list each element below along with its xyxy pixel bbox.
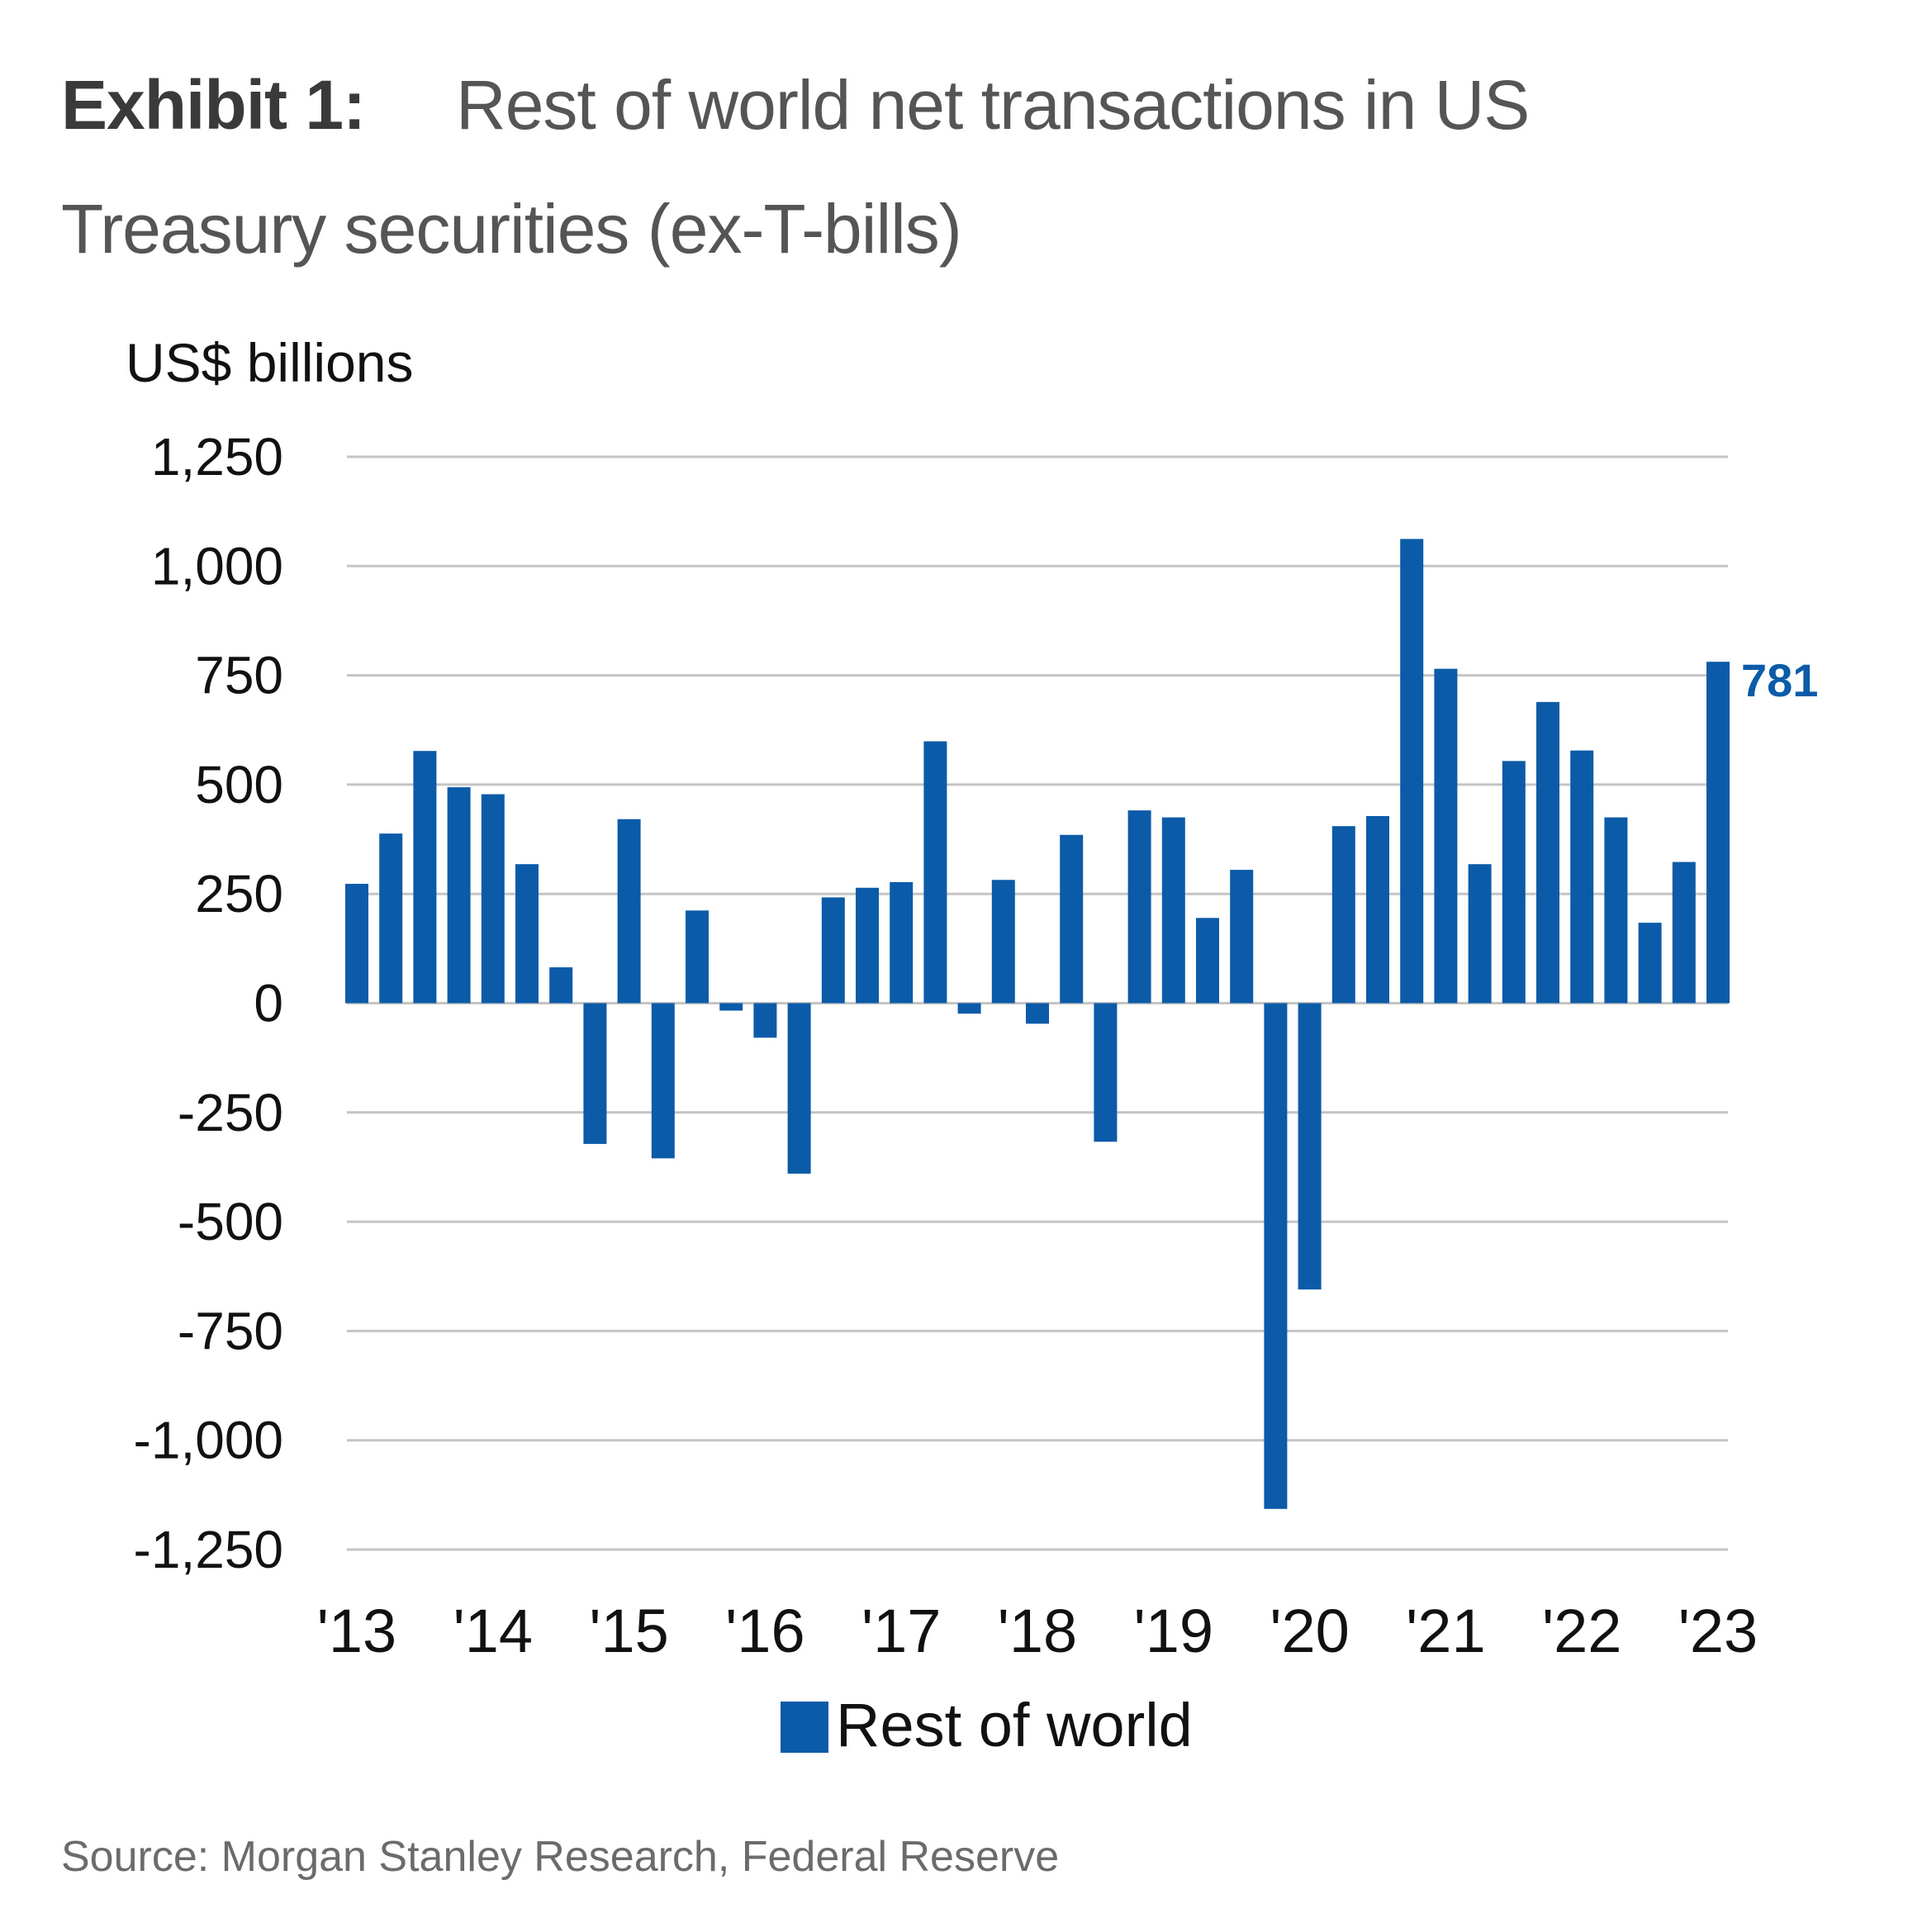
x-tick-label: '13 <box>317 1597 396 1665</box>
bar <box>787 1003 811 1174</box>
bar <box>719 1003 743 1011</box>
bar <box>1196 918 1219 1004</box>
bar <box>1331 826 1355 1004</box>
bar <box>617 819 641 1004</box>
bar <box>1638 923 1662 1004</box>
bar <box>890 881 914 1004</box>
x-tick-label: '14 <box>453 1597 533 1665</box>
bar <box>991 880 1015 1004</box>
bar <box>1706 662 1730 1004</box>
exhibit-label: Exhibit 1: <box>61 66 366 144</box>
bar <box>1127 810 1151 1004</box>
bar <box>1366 816 1389 1004</box>
bar <box>1502 761 1526 1004</box>
chart-title: Exhibit 1: Rest of world net transactions… <box>61 43 1837 291</box>
bar <box>651 1003 675 1159</box>
bar <box>1230 870 1254 1004</box>
source-note: Source: Morgan Stanley Research, Federal… <box>61 1833 1060 1881</box>
bar <box>1161 817 1185 1004</box>
bar <box>1060 834 1084 1004</box>
y-tick-label: 500 <box>195 755 283 814</box>
bars <box>345 539 1730 1509</box>
x-tick-label: '19 <box>1134 1597 1213 1665</box>
y-tick-label: 750 <box>195 646 283 705</box>
bar <box>583 1003 607 1144</box>
y-tick-label: -1,250 <box>134 1520 283 1579</box>
bar <box>1026 1003 1049 1024</box>
title-line-1: Rest of world net transactions in US <box>456 66 1530 144</box>
title-line-2: Treasury securities (ex-T-bills) <box>61 190 962 268</box>
bar <box>1468 864 1492 1004</box>
bar <box>447 787 471 1004</box>
bar <box>379 833 403 1004</box>
bar <box>413 751 437 1004</box>
legend-label: Rest of world <box>836 1691 1193 1759</box>
bar <box>345 884 368 1004</box>
y-axis-unit-label: US$ billions <box>126 332 414 393</box>
data-label: 781 <box>1741 654 1818 706</box>
bar <box>1672 862 1696 1004</box>
y-tick-label: 0 <box>254 974 283 1033</box>
y-tick-label: 1,000 <box>151 536 283 596</box>
x-tick-label: '17 <box>861 1597 941 1665</box>
y-tick-label: -750 <box>178 1301 283 1360</box>
x-axis-ticks: '13 '14 '15 '16 '17 '18 '19 '20 '21 '22 '23 <box>317 1597 1758 1665</box>
x-tick-label: '18 <box>998 1597 1077 1665</box>
bar <box>753 1003 777 1038</box>
bar <box>1094 1003 1118 1142</box>
bar <box>1604 817 1628 1004</box>
bar <box>1264 1003 1288 1509</box>
bar <box>856 887 879 1004</box>
x-tick-label: '22 <box>1542 1597 1621 1665</box>
bar <box>923 741 947 1004</box>
legend-swatch <box>781 1702 828 1753</box>
annotations: 781 <box>1741 654 1818 706</box>
x-tick-label: '23 <box>1678 1597 1758 1665</box>
y-tick-label: -1,000 <box>134 1411 283 1470</box>
x-tick-label: '15 <box>589 1597 668 1665</box>
bar <box>1570 750 1594 1004</box>
y-tick-label: 1,250 <box>151 427 283 487</box>
x-tick-label: '16 <box>725 1597 804 1665</box>
y-tick-label: 250 <box>195 864 283 923</box>
bar <box>515 864 539 1004</box>
x-tick-label: '21 <box>1406 1597 1485 1665</box>
legend: Rest of world <box>781 1691 1193 1759</box>
bar <box>1298 1003 1322 1290</box>
bar <box>821 897 845 1004</box>
y-axis-ticks: 1,250 1,000 750 500 250 0 -250 -500 -750 -1,000 -1… <box>134 427 283 1579</box>
y-tick-label: -250 <box>178 1083 283 1142</box>
bar <box>686 910 709 1004</box>
bar <box>1536 701 1559 1004</box>
bar <box>1434 668 1458 1004</box>
bar <box>957 1003 981 1014</box>
y-tick-label: -500 <box>178 1192 283 1251</box>
x-tick-label: '20 <box>1270 1597 1349 1665</box>
bar <box>1400 539 1424 1004</box>
bar <box>481 794 505 1004</box>
bar <box>549 967 573 1004</box>
gridlines <box>347 455 1728 1551</box>
